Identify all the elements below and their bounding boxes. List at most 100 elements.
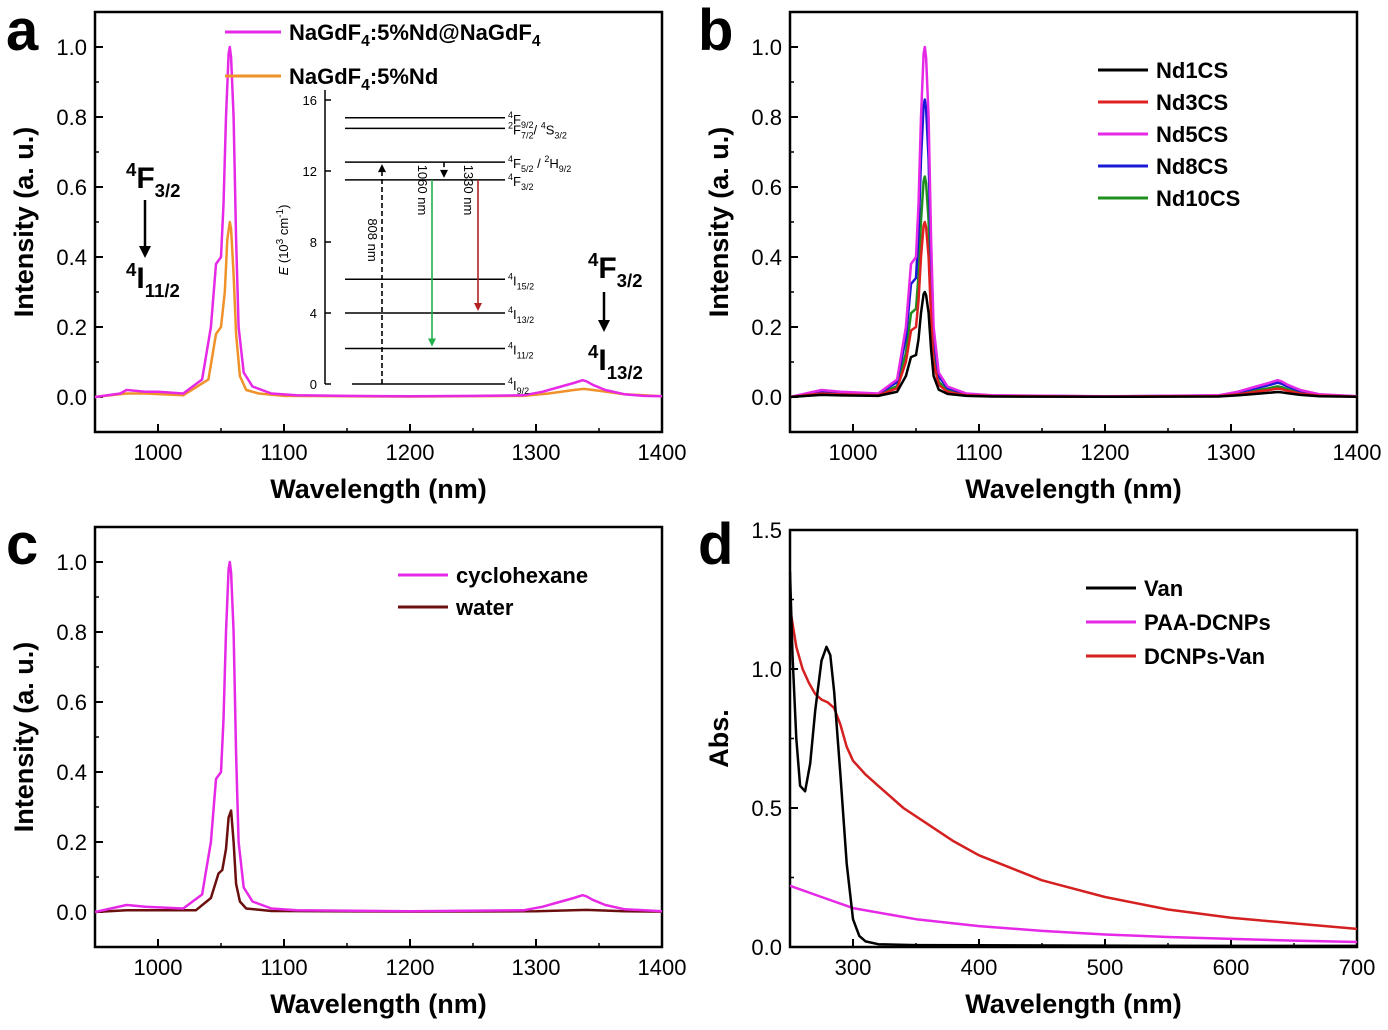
series-line-0	[95, 560, 662, 914]
text-part: F	[513, 112, 521, 127]
text-part: 4	[508, 271, 513, 281]
x-axis-title: Wavelength (nm)	[270, 989, 487, 1019]
text-part: F	[136, 162, 154, 195]
text-part: NaGdF	[289, 64, 361, 89]
text-part: 9/2	[517, 386, 530, 396]
text-part: :5%Nd@NaGdF	[370, 20, 532, 45]
plot-area	[790, 45, 1357, 399]
energy-level-label: 4I15/2	[508, 271, 534, 291]
y-tick-label: 1.0	[56, 550, 87, 575]
text-part: :5%Nd	[370, 64, 438, 89]
y-tick-label: 0.8	[56, 620, 87, 645]
energy-level-label: 4I11/2	[508, 341, 534, 361]
text-part: 4	[541, 120, 546, 130]
y-tick-label: 0.4	[56, 245, 87, 270]
plot-area	[790, 571, 1357, 947]
x-tick-label: 600	[1213, 955, 1250, 980]
x-tick-label: 1300	[1207, 440, 1256, 465]
x-tick-label: 1100	[260, 955, 307, 980]
text-part: 4	[508, 305, 513, 315]
energy-level-label: 4F9/2	[508, 110, 533, 130]
series-line-nd8cs	[790, 98, 1357, 399]
x-tick-label: 700	[1339, 955, 1376, 980]
energy-level-label: 4I13/2	[508, 305, 534, 325]
transition-arrow-head-icon	[474, 303, 482, 311]
x-tick-label: 300	[835, 955, 872, 980]
x-tick-label: 1000	[134, 440, 183, 465]
legend-label: DCNPs-Van	[1144, 644, 1265, 669]
inset-y-tick-label: 0	[310, 377, 317, 392]
text-part: F	[598, 252, 616, 285]
x-tick-label: 1300	[512, 440, 561, 465]
text-part: 2	[544, 154, 549, 164]
text-part: E	[276, 266, 291, 275]
series-line-1	[95, 220, 662, 399]
y-axis-title: Intensity (a. u.)	[9, 127, 39, 318]
transition-label: 1330 nm	[461, 165, 476, 216]
y-axis-title: Intensity (a. u.)	[704, 127, 734, 318]
text-part: H	[549, 156, 558, 171]
text-part: I	[598, 344, 606, 377]
legend-label: Nd8CS	[1156, 154, 1228, 179]
x-axis-title: Wavelength (nm)	[965, 989, 1182, 1019]
text-part: 4	[508, 341, 513, 351]
label-4i112-left: 4I11/2	[126, 259, 180, 301]
text-part: 4	[508, 172, 513, 182]
panel-letter: c	[6, 512, 38, 577]
series-line-nd1cs	[790, 290, 1357, 399]
transition-label: 1060 nm	[415, 165, 430, 216]
label-4f32-right: 4F3/2	[588, 249, 643, 291]
y-axis-title: Abs.	[704, 709, 734, 768]
inset-y-tick-label: 4	[310, 306, 317, 321]
text-part: 4	[508, 110, 513, 120]
text-part: 3/2	[554, 130, 567, 140]
text-part: )	[276, 205, 291, 209]
arrow-head-icon	[139, 246, 151, 258]
legend-label: Van	[1144, 576, 1183, 601]
series-line-nd3cs	[790, 220, 1357, 399]
text-part: 11/2	[517, 351, 534, 361]
x-tick-label: 400	[961, 955, 998, 980]
inset-y-tick-label: 16	[303, 93, 317, 108]
text-part: -1	[275, 208, 286, 217]
text-part: 4	[361, 33, 370, 50]
inset-y-tick-label: 12	[303, 164, 317, 179]
energy-level-label: 4F5/2 / 2H9/2	[508, 154, 571, 174]
plot-area	[95, 45, 662, 399]
series-line-1	[790, 884, 1357, 944]
panel-letter: d	[698, 512, 733, 577]
legend-label: PAA-DCNPs	[1144, 610, 1271, 635]
y-tick-label: 1.0	[751, 657, 782, 682]
y-tick-label: 0.0	[56, 385, 87, 410]
legend: Nd1CS Nd3CS Nd5CS Nd8CS Nd10CS	[1098, 58, 1240, 211]
text-part: /	[533, 122, 540, 137]
text-part: F	[513, 174, 521, 189]
y-tick-label: 0.0	[56, 900, 87, 925]
x-tick-label: 1000	[829, 440, 878, 465]
label-4f32-left: 4F3/2	[126, 159, 181, 201]
text-part: I	[136, 262, 144, 295]
y-tick-label: 1.0	[56, 35, 87, 60]
text-part: 9/2	[521, 120, 534, 130]
y-tick-label: 0.6	[751, 175, 782, 200]
x-tick-label: 1400	[638, 955, 687, 980]
legend: cyclohexane water	[398, 563, 588, 620]
x-tick-label: 1100	[260, 440, 307, 465]
x-tick-label: 1000	[134, 955, 183, 980]
legend-label: Nd3CS	[1156, 90, 1228, 115]
panel-letter: a	[6, 0, 39, 63]
x-tick-label: 1400	[638, 440, 687, 465]
text-part: 4	[588, 341, 599, 362]
text-part: 3	[275, 238, 286, 244]
series-line-nd5cs	[790, 45, 1357, 399]
text-part: S	[546, 122, 555, 137]
text-part: /	[533, 156, 544, 171]
text-part: 5/2	[521, 164, 534, 174]
x-tick-label: 1300	[512, 955, 561, 980]
text-part: 3/2	[155, 180, 181, 201]
text-part: 2	[508, 120, 513, 130]
text-part: 4	[361, 77, 370, 94]
y-tick-label: 0.8	[56, 105, 87, 130]
text-part: 4	[508, 154, 513, 164]
